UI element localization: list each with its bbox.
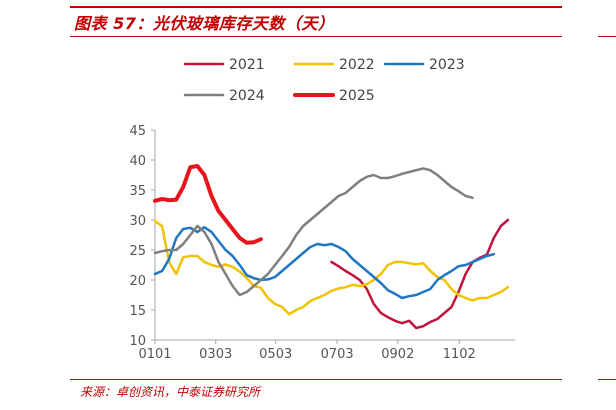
- y-tick-label: 30: [129, 214, 146, 229]
- legend-label-2021: 2021: [229, 57, 265, 73]
- y-tick-label: 25: [129, 244, 146, 259]
- x-tick-label: 0503: [259, 347, 292, 362]
- series-line-2021: [330, 218, 510, 330]
- x-tick-label: 0303: [199, 347, 232, 362]
- figure-header: 图表 57：光伏玻璃库存天数（天）: [0, 0, 616, 38]
- x-tick-label: 0101: [138, 347, 171, 362]
- chart-axes: 10 15 20 25 30 35 40 45 0101 0303 0503 0703 0902 1102: [129, 124, 515, 362]
- series-line-2024: [153, 167, 474, 297]
- footer-rule-right: [598, 379, 616, 380]
- legend-label-2025: 2025: [339, 88, 375, 104]
- footer-rule: [70, 379, 562, 380]
- x-tick-label: 0703: [321, 347, 354, 362]
- figure-title: 图表 57：光伏玻璃库存天数（天）: [74, 14, 335, 33]
- legend-label-2024: 2024: [229, 88, 265, 104]
- series-line-2025: [153, 164, 263, 245]
- series-line-2023: [153, 225, 496, 300]
- legend-label-2023: 2023: [429, 57, 465, 73]
- x-tick-label: 1102: [443, 347, 476, 362]
- y-tick-label: 45: [129, 124, 146, 139]
- y-tick-label: 20: [129, 274, 146, 289]
- chart-series: [153, 164, 510, 330]
- y-tick-label: 10: [129, 334, 146, 349]
- legend-label-2022: 2022: [339, 57, 375, 73]
- x-tick-label: 0902: [381, 347, 414, 362]
- series-line-2022: [153, 219, 510, 316]
- header-bottom-rule: [70, 36, 562, 37]
- chart-legend: 2021 2022 2023 2024 2025: [183, 57, 465, 104]
- y-tick-label: 15: [129, 304, 146, 319]
- header-bottom-rule-right: [598, 36, 616, 37]
- y-tick-label: 35: [129, 184, 146, 199]
- source-note: 来源：卓创资讯，中泰证券研究所: [80, 385, 261, 399]
- header-top-rule: [70, 6, 562, 8]
- y-tick-label: 40: [129, 154, 146, 169]
